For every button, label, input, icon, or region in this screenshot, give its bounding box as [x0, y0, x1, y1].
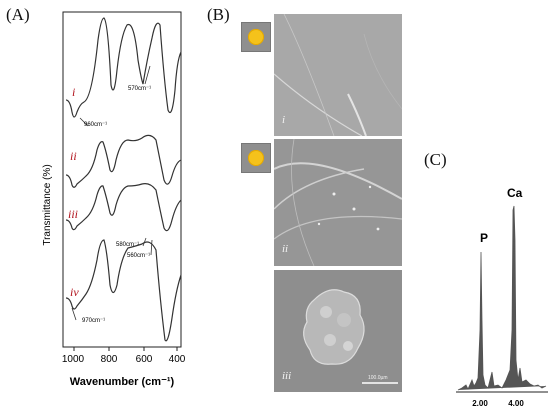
eds-spectrum: P Ca 2.00 4.00	[456, 186, 548, 408]
sample-thumbnail-i	[241, 22, 271, 52]
sem-label-i: i	[282, 114, 286, 126]
panel-label-c: (C)	[424, 150, 447, 169]
ftir-spectrum-iii	[65, 183, 182, 232]
ftir-spectrum-ii	[65, 134, 182, 188]
eds-x-tick-4: 4.00	[508, 399, 524, 408]
ftir-figure: Transmittance (%) 1000 800 600 400 Waven…	[42, 11, 186, 388]
ftir-annotation-560: 560cm⁻¹	[127, 253, 150, 259]
sem-scale-bar-label: 100.0µm	[368, 375, 388, 381]
ftir-x-tick-800: 800	[101, 354, 118, 365]
eds-peak-label-ca: Ca	[507, 186, 523, 200]
sem-label-iii: iii	[282, 370, 292, 382]
eds-peak-label-p: P	[480, 231, 488, 245]
ftir-spectrum-iv	[65, 239, 182, 342]
ftir-label-iii: iii	[68, 207, 78, 221]
ftir-annotation-570: 570cm⁻¹	[128, 86, 151, 92]
ftir-label-iv: iv	[70, 285, 79, 299]
yellow-particle-icon	[248, 150, 264, 166]
eds-x-tick-2: 2.00	[472, 399, 488, 408]
ftir-x-tick-600: 600	[136, 354, 153, 365]
ftir-label-ii: ii	[70, 149, 77, 163]
ftir-spectrum-i	[65, 17, 182, 118]
ftir-annotation-960: 960cm⁻¹	[84, 122, 107, 128]
sem-image-ii: ii	[274, 139, 402, 266]
sem-image-i: i	[274, 14, 402, 136]
ftir-plot-frame	[62, 11, 182, 348]
yellow-particle-icon	[248, 29, 264, 45]
sem-image-iii: iii 100.0µm	[274, 270, 402, 392]
sem-label-ii: ii	[282, 243, 289, 255]
panel-label-a: (A)	[6, 5, 30, 24]
panel-label-b: (B)	[207, 5, 230, 24]
ftir-y-axis-label: Transmittance (%)	[42, 164, 53, 245]
ftir-x-axis-label: Wavenumber (cm⁻¹)	[70, 376, 175, 388]
ftir-annotation-970: 970cm⁻¹	[82, 318, 105, 324]
ftir-label-i: i	[72, 85, 75, 99]
ftir-x-tick-1000: 1000	[62, 354, 85, 365]
ftir-x-tick-400: 400	[169, 354, 186, 365]
sample-thumbnail-ii	[241, 143, 271, 173]
ftir-annotation-580: 580cm⁻¹	[116, 242, 139, 248]
eds-spectrum-trace	[457, 205, 547, 391]
ftir-x-ticks	[73, 347, 178, 351]
